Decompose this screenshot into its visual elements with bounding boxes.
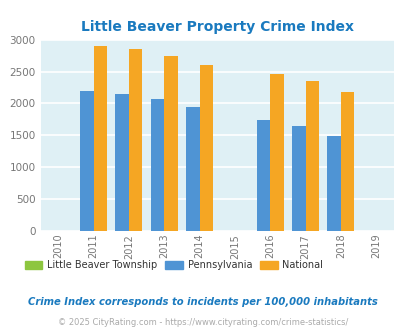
Bar: [305, 81, 318, 231]
Bar: [326, 136, 340, 231]
Bar: [150, 99, 164, 231]
Bar: [199, 65, 213, 231]
Bar: [80, 91, 94, 231]
Text: Crime Index corresponds to incidents per 100,000 inhabitants: Crime Index corresponds to incidents per…: [28, 297, 377, 307]
Bar: [128, 50, 142, 231]
Bar: [164, 56, 177, 231]
Legend: Little Beaver Township, Pennsylvania, National: Little Beaver Township, Pennsylvania, Na…: [21, 256, 326, 274]
Bar: [291, 126, 305, 231]
Bar: [115, 93, 129, 231]
Bar: [93, 46, 107, 231]
Bar: [269, 74, 283, 231]
Text: © 2025 CityRating.com - https://www.cityrating.com/crime-statistics/: © 2025 CityRating.com - https://www.city…: [58, 318, 347, 327]
Bar: [185, 107, 199, 231]
Bar: [256, 120, 270, 231]
Title: Little Beaver Property Crime Index: Little Beaver Property Crime Index: [81, 20, 353, 34]
Bar: [340, 92, 354, 231]
